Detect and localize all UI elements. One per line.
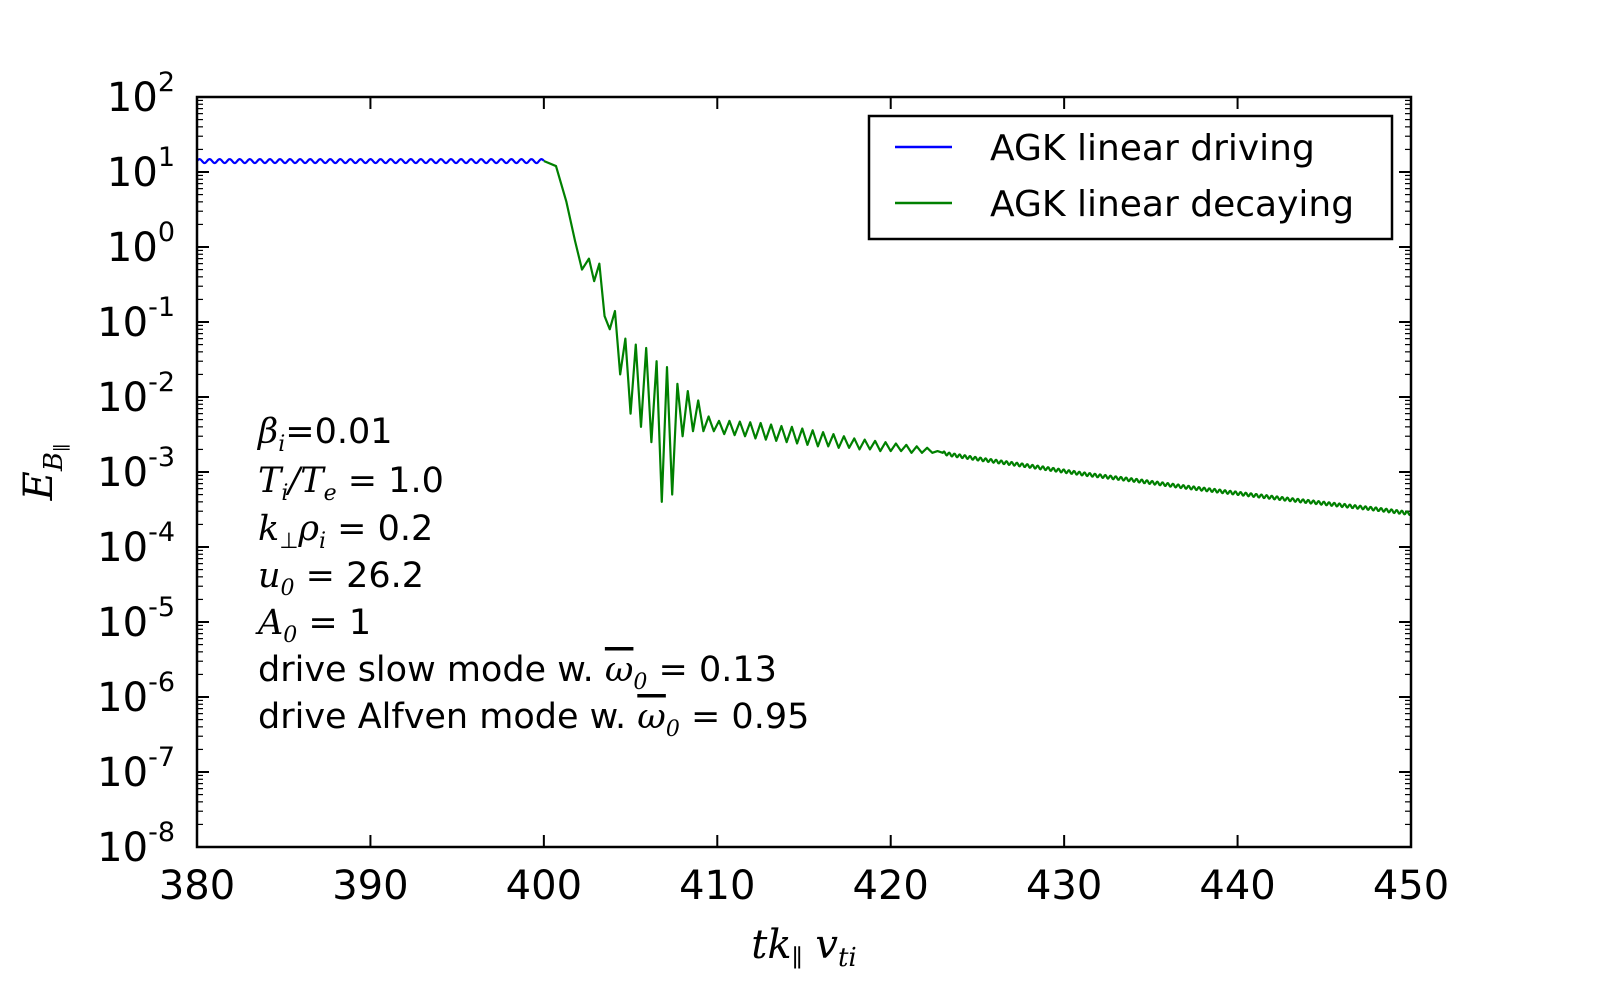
plot-frame	[195, 95, 1413, 849]
series-line-decaying	[543, 160, 1412, 517]
parameter-annotations: βi=0.01 Ti/Te = 1.0 k⊥ρi = 0.2 u0 = 26.2…	[255, 412, 809, 742]
legend-label-driving: AGK linear driving	[990, 128, 1315, 169]
series-layer	[196, 158, 1412, 517]
legend-box	[867, 114, 1394, 241]
annotation-u0: u0 = 26.2	[258, 556, 424, 601]
annotation-beta: βi=0.01	[256, 412, 393, 457]
x-axis-label: tk∥ vti	[751, 922, 856, 973]
annotation-temperature-ratio: Ti/Te = 1.0	[258, 461, 444, 506]
y-tick-label: 10-7	[97, 742, 175, 796]
annotation-drive-slow: drive slow mode w. ω0 = 0.13	[258, 650, 777, 695]
y-tick-label: 102	[107, 67, 175, 121]
y-tick-label: 10-4	[97, 517, 175, 571]
y-tick-label: 10-6	[97, 667, 175, 721]
x-tick-label: 380	[159, 863, 235, 909]
annotation-kperp-rho: k⊥ρi = 0.2	[258, 509, 433, 554]
y-tick-label: 10-8	[97, 817, 175, 871]
y-tick-label: 10-2	[97, 367, 175, 421]
y-tick-label: 10-1	[97, 292, 175, 346]
y-axis-label: EB∥	[16, 444, 73, 502]
y-tick-label: 10-3	[97, 442, 175, 496]
y-tick-label: 101	[107, 142, 175, 196]
series-line-driving	[196, 158, 545, 165]
legend: AGK linear driving AGK linear decaying	[867, 114, 1394, 241]
y-tick-label: 10-5	[97, 592, 175, 646]
x-tick-label: 450	[1373, 863, 1449, 909]
x-tick-label: 430	[1026, 863, 1102, 909]
annotation-drive-alfven: drive Alfven mode w. ω0 = 0.95	[258, 697, 809, 742]
y-tick-label: 100	[107, 217, 175, 271]
x-tick-label: 420	[853, 863, 929, 909]
x-tick-label: 390	[332, 863, 408, 909]
annotation-a0: A0 = 1	[255, 603, 371, 648]
y-tick-labels: 10-8 10-7 10-6 10-5 10-4 10-3 10-2 10-1 100 101 10…	[97, 67, 175, 871]
legend-label-decaying: AGK linear decaying	[990, 184, 1354, 225]
x-tick-label: 410	[679, 863, 755, 909]
x-tick-label: 440	[1199, 863, 1275, 909]
x-tick-label: 400	[506, 863, 582, 909]
x-tick-labels: 380 390 400 410 420 430 440 450	[159, 863, 1449, 909]
